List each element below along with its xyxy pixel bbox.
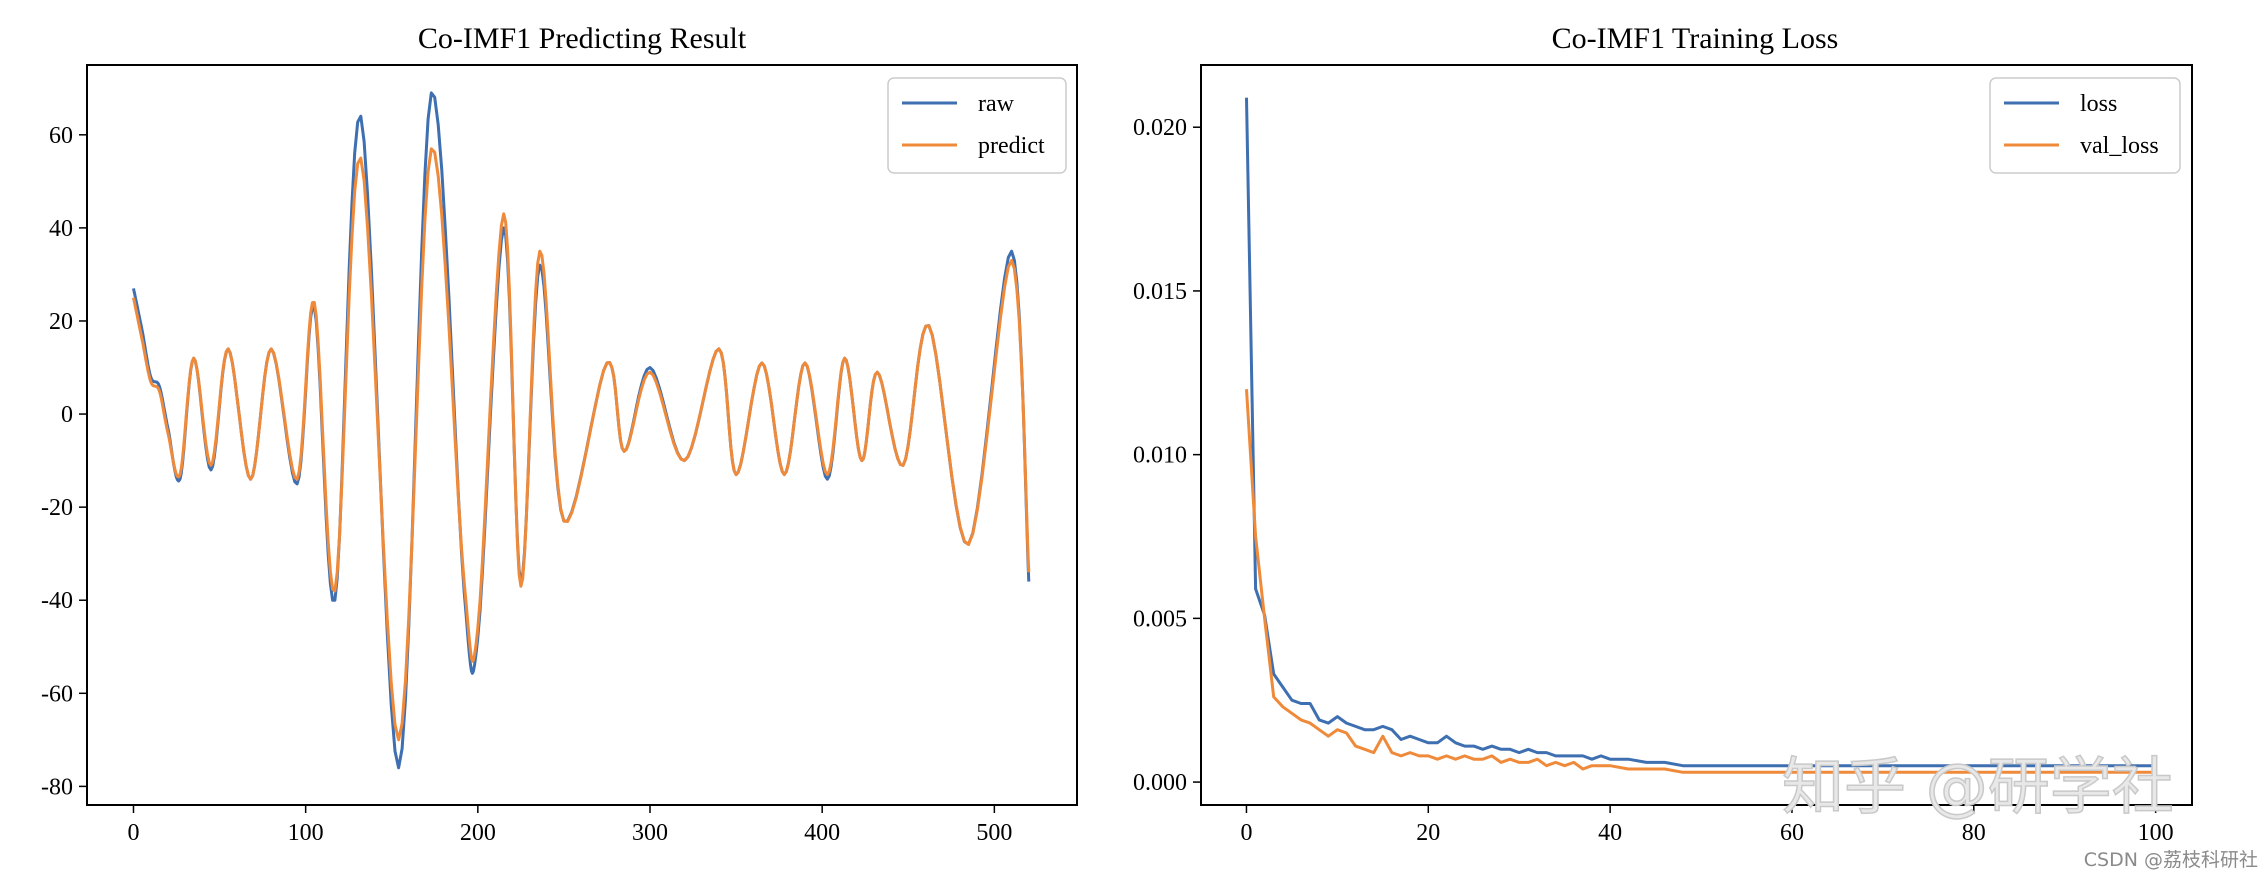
y-tick-label: 60 xyxy=(49,123,73,149)
y-tick-label: -80 xyxy=(41,774,73,800)
legend: raw predict xyxy=(887,77,1067,174)
x-tick-label: 20 xyxy=(1416,820,1440,846)
chart-title: Co-IMF1 Training Loss xyxy=(1552,22,1839,55)
x-tick-label: 400 xyxy=(804,820,840,846)
x-tick-label: 0 xyxy=(127,820,139,846)
chart-title: Co-IMF1 Predicting Result xyxy=(418,22,747,55)
y-tick-label: 40 xyxy=(49,216,73,242)
y-tick-label: -40 xyxy=(41,588,73,614)
legend-label-val-loss: val_loss xyxy=(2080,133,2159,159)
y-tick-label: 0.010 xyxy=(1133,443,1187,469)
y-tick-label: -60 xyxy=(41,681,73,707)
y-tick-label: 0 xyxy=(61,402,73,428)
source-credit: CSDN @荔枝科研社 xyxy=(2084,849,2258,871)
legend: loss val_loss xyxy=(1989,77,2181,174)
series-line-val-loss xyxy=(1245,389,2156,774)
legend-label-loss: loss xyxy=(2080,91,2117,117)
x-tick-label: 40 xyxy=(1598,820,1622,846)
training-loss-chart: Co-IMF1 Training Loss 0 20 40 60 80 100 0.000 0… xyxy=(1133,22,2193,846)
y-tick-label: 0.020 xyxy=(1133,115,1187,141)
x-tick-label: 100 xyxy=(288,820,324,846)
x-tick-label: 0 xyxy=(1240,820,1252,846)
y-tick-label: 0.005 xyxy=(1133,606,1187,632)
x-tick-label: 60 xyxy=(1780,820,1804,846)
predicting-result-chart: Co-IMF1 Predicting Result 0 100 200 300 400 5… xyxy=(41,22,1078,846)
plot-frame xyxy=(1200,64,2193,806)
series-line-predict xyxy=(132,147,1031,742)
x-tick-label: 300 xyxy=(632,820,668,846)
x-tick-label: 100 xyxy=(2138,820,2174,846)
legend-label-raw: raw xyxy=(978,91,1015,117)
y-tick-label: 20 xyxy=(49,309,73,335)
y-tick-label: 0.000 xyxy=(1133,770,1187,796)
y-tick-label: 0.015 xyxy=(1133,279,1187,305)
legend-label-predict: predict xyxy=(978,133,1045,159)
x-tick-label: 200 xyxy=(460,820,496,846)
series-line-loss xyxy=(1245,97,2156,768)
x-tick-label: 500 xyxy=(976,820,1012,846)
series-line-raw xyxy=(132,91,1031,770)
x-tick-label: 80 xyxy=(1962,820,1986,846)
y-tick-label: -20 xyxy=(41,495,73,521)
plot-frame xyxy=(86,64,1078,806)
watermark-text: 知乎 @研学社 xyxy=(1782,750,2174,823)
